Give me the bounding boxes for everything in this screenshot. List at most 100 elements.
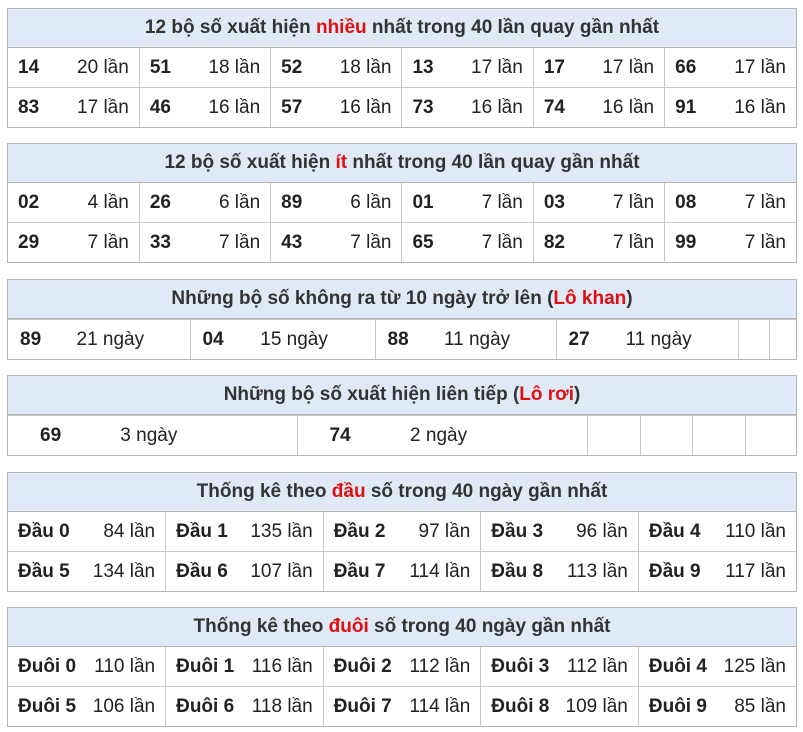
cell-count: 85 lần bbox=[734, 695, 786, 717]
cell-code: Đầu 9 bbox=[648, 560, 701, 582]
cell-code: Đầu 0 bbox=[18, 520, 70, 542]
cell-code: Đuôi 7 bbox=[333, 695, 392, 717]
table-cell: Đầu 7 114 lần bbox=[322, 551, 482, 591]
table-header: Những bộ số không ra từ 10 ngày trở lên … bbox=[8, 280, 796, 319]
cell-content: 08 7 lần bbox=[665, 183, 796, 222]
table-cell: 46 16 lần bbox=[138, 87, 272, 127]
cell-count: 84 lần bbox=[103, 520, 156, 542]
cell-content: 46 16 lần bbox=[140, 88, 270, 127]
cell-count: 11 ngày bbox=[443, 328, 511, 350]
table-row: Đuôi 0 110 lần Đuôi 1 116 lần Đuôi 2 112 lần Đ… bbox=[8, 647, 796, 687]
table-row: 02 4 lần 26 6 lần 89 6 lần 01 7 lần 03 7 lần 08 7 l… bbox=[8, 183, 796, 223]
cell-code: 73 bbox=[412, 96, 434, 118]
table-cell: Đầu 5 134 lần bbox=[8, 551, 167, 591]
title-text: Những bộ số không ra từ 10 ngày trở lên … bbox=[171, 288, 554, 309]
table-row: 29 7 lần 33 7 lần 43 7 lần 65 7 lần 82 7 lần 99 7 l… bbox=[8, 222, 796, 262]
table-header: Thống kê theo đầu số trong 40 ngày gần n… bbox=[8, 473, 796, 512]
cell-code: Đuôi 9 bbox=[648, 695, 707, 717]
title-text: Những bộ số xuất hiện liên tiếp ( bbox=[223, 384, 520, 405]
table-row: Đầu 5 134 lần Đầu 6 107 lần Đầu 7 114 lần Đầu … bbox=[8, 551, 796, 591]
cell-content: Đuôi 8 109 lần bbox=[481, 687, 638, 726]
cell-code: 14 bbox=[18, 56, 40, 78]
table-cell: 99 7 lần bbox=[664, 222, 796, 262]
table-body: 69 3 ngày 74 2 ngày bbox=[8, 415, 797, 455]
cell-count: 7 lần bbox=[350, 231, 392, 253]
cell-code: Đầu 6 bbox=[176, 560, 228, 582]
cell-content: 74 2 ngày bbox=[298, 416, 587, 455]
cell-count: 134 lần bbox=[92, 560, 156, 582]
cell-code: 01 bbox=[412, 191, 434, 213]
stat-table: Thống kê theo đầu số trong 40 ngày gần n… bbox=[7, 472, 797, 592]
table-body: Đầu 0 84 lần Đầu 1 135 lần Đầu 2 97 lần Đầu 3 9… bbox=[8, 512, 796, 591]
title-text: ) bbox=[626, 288, 633, 309]
cell-count: 17 lần bbox=[471, 56, 523, 78]
cell-count: 110 lần bbox=[94, 655, 156, 677]
cell-code: 89 bbox=[20, 328, 42, 350]
cell-content: Đầu 8 113 lần bbox=[481, 552, 638, 591]
table-cell: 74 2 ngày bbox=[296, 415, 588, 455]
cell-count: 18 lần bbox=[339, 56, 392, 78]
cell-content: 17 17 lần bbox=[534, 48, 664, 87]
table-cell: 91 16 lần bbox=[664, 87, 796, 127]
title-text: nhất trong 40 lần quay gần nhất bbox=[347, 152, 640, 173]
cell-content: 83 17 lần bbox=[8, 88, 139, 127]
stat-table: 12 bộ số xuất hiện ít nhất trong 40 lần … bbox=[7, 143, 797, 263]
cell-count: 116 lần bbox=[251, 655, 313, 677]
cell-content: Đuôi 4 125 lần bbox=[639, 647, 796, 686]
table-cell: Đuôi 7 114 lần bbox=[322, 686, 482, 726]
cell-code: 04 bbox=[202, 328, 224, 350]
cell-content: Đuôi 3 112 lần bbox=[481, 647, 638, 686]
stat-table: Thống kê theo đuôi số trong 40 ngày gần … bbox=[7, 607, 797, 727]
cell-code: 74 bbox=[329, 424, 351, 446]
cell-content: 88 11 ngày bbox=[376, 320, 556, 359]
cell-code: 82 bbox=[543, 231, 565, 253]
cell-count: 17 lần bbox=[77, 96, 129, 118]
table-cell: 83 17 lần bbox=[8, 87, 140, 127]
table-cell: 26 6 lần bbox=[138, 183, 272, 223]
cell-code: Đuôi 0 bbox=[18, 655, 77, 677]
cell-code: Đầu 7 bbox=[333, 560, 386, 582]
cell-code: Đuôi 3 bbox=[491, 655, 550, 677]
cell-content: 14 20 lần bbox=[8, 48, 139, 87]
table-cell: Đuôi 3 112 lần bbox=[480, 647, 639, 687]
cell-code: 17 bbox=[543, 56, 565, 78]
cell-content: Đầu 4 110 lần bbox=[639, 512, 796, 551]
cell-count: 2 ngày bbox=[410, 424, 468, 446]
cell-count: 16 lần bbox=[471, 96, 523, 118]
cell-count: 113 lần bbox=[566, 560, 628, 582]
title-text: nhất trong 40 lần quay gần nhất bbox=[366, 17, 660, 38]
table-row: 69 3 ngày 74 2 ngày bbox=[8, 415, 797, 455]
cell-code: Đầu 3 bbox=[491, 520, 544, 542]
cell-code: Đuôi 6 bbox=[176, 695, 235, 717]
table-cell: 65 7 lần bbox=[401, 222, 534, 262]
cell-code: 88 bbox=[387, 328, 409, 350]
title-text: số trong 40 ngày gần nhất bbox=[368, 616, 611, 637]
title-highlight: Lô khan bbox=[553, 288, 627, 309]
cell-content: 04 15 ngày bbox=[191, 320, 375, 359]
table-header: 12 bộ số xuất hiện ít nhất trong 40 lần … bbox=[8, 144, 796, 183]
cell-code: Đuôi 4 bbox=[648, 655, 707, 677]
cell-count: 21 ngày bbox=[76, 328, 145, 350]
cell-content: 57 16 lần bbox=[271, 88, 401, 127]
cell-content: 43 7 lần bbox=[271, 223, 401, 262]
table-cell: 03 7 lần bbox=[532, 183, 666, 223]
cell-code: 69 bbox=[40, 424, 62, 446]
cell-code: 89 bbox=[281, 191, 303, 213]
cell-count: 6 lần bbox=[350, 191, 392, 213]
table-row: 89 21 ngày 04 15 ngày 88 11 ngày 27 11 ngày bbox=[8, 319, 797, 359]
cell-content: 82 7 lần bbox=[534, 223, 664, 262]
title-highlight: đầu bbox=[331, 481, 366, 502]
cell-content: Đầu 0 84 lần bbox=[8, 512, 165, 551]
cell-count: 16 lần bbox=[734, 96, 786, 118]
cell-count: 6 lần bbox=[218, 191, 261, 213]
cell-content: 27 11 ngày bbox=[557, 320, 738, 359]
cell-count: 18 lần bbox=[208, 56, 261, 78]
cell-count: 118 lần bbox=[251, 695, 313, 717]
cell-code: Đuôi 8 bbox=[491, 695, 550, 717]
table-cell: Đuôi 0 110 lần bbox=[8, 647, 167, 687]
cell-count: 16 lần bbox=[208, 96, 261, 118]
table-row: 14 20 lần 51 18 lần 52 18 lần 13 17 lần 17 17 lần… bbox=[8, 48, 796, 88]
cell-content: 91 16 lần bbox=[665, 88, 796, 127]
table-cell: 02 4 lần bbox=[8, 183, 140, 223]
